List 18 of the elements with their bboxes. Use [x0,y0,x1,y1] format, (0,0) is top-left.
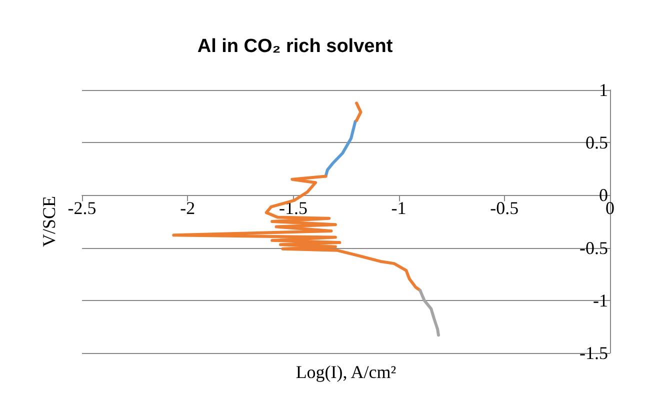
y-tick-label: -0.5 [580,238,608,258]
line-series [324,119,358,178]
chart-title: Al in CO₂ rich solvent [197,36,394,57]
y-tick-label: -1 [593,290,608,310]
x-axis-title: Log(I), A/cm² [296,362,396,382]
y-tick-label: 0 [599,185,608,206]
line-series [418,288,440,337]
x-tick-label: -2 [180,198,196,218]
y-axis-title: V/SCE [39,196,59,248]
y-tick-label: 0.5 [586,132,608,153]
x-tick-label: -1.5 [278,198,308,218]
y-tick-label: -1.5 [580,343,608,363]
x-tick-label: -0.5 [490,198,519,218]
line-series [172,174,422,292]
y-tick-label: 1 [599,80,608,100]
x-tick-label: -2.5 [68,198,96,218]
line-series [355,102,362,122]
x-tick-label: -1 [391,198,406,218]
